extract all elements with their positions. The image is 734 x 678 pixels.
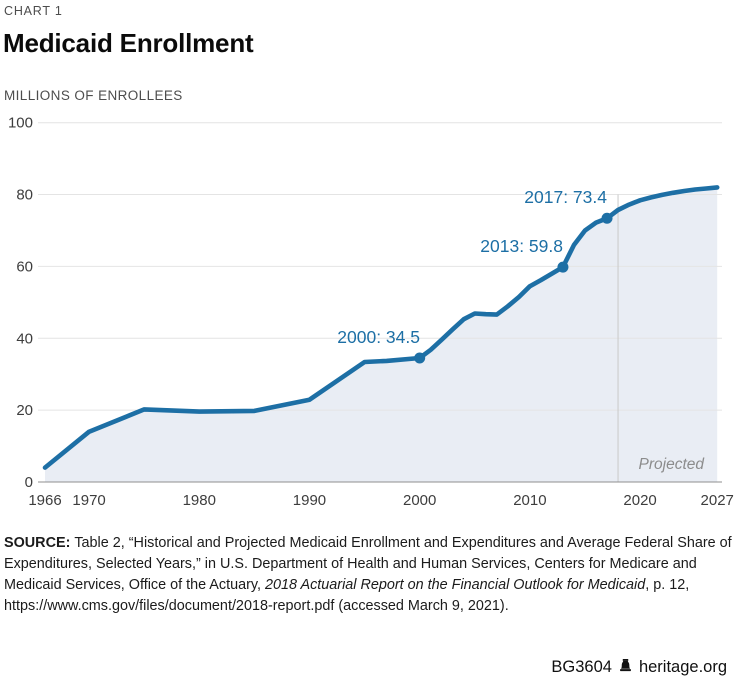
data-label-2017: 2017: 73.4 <box>524 187 607 207</box>
x-tick-1980: 1980 <box>183 492 216 509</box>
data-label-2013: 2013: 59.8 <box>480 236 563 256</box>
page-title: Medicaid Enrollment <box>3 28 254 58</box>
y-tick-20: 20 <box>16 402 33 419</box>
data-point-2017 <box>601 212 613 224</box>
source-line: https://www.cms.gov/files/document/2018-… <box>4 598 509 614</box>
source-note: SOURCE: Table 2, “Historical and Project… <box>4 533 732 617</box>
y-tick-0: 0 <box>25 474 33 491</box>
enrollment-line <box>42 185 720 470</box>
projected-label: Projected <box>638 456 704 473</box>
x-tick-1966: 1966 <box>28 492 61 509</box>
source-line: SOURCE: Table 2, “Historical and Project… <box>4 535 732 551</box>
y-tick-40: 40 <box>16 330 33 347</box>
data-label-2000: 2000: 34.5 <box>337 327 420 347</box>
area-chart-svg: 0 20 40 60 80 100 1966 1970 1980 1990 2000 2010 2020… <box>8 115 734 509</box>
chart-kicker: CHART 1 <box>4 4 63 18</box>
x-tick-2020: 2020 <box>623 492 656 509</box>
data-point-2000 <box>414 352 426 364</box>
x-tick-2000: 2000 <box>403 492 436 509</box>
liberty-bell-icon <box>618 658 633 678</box>
x-tick-2010: 2010 <box>513 492 546 509</box>
y-tick-60: 60 <box>16 258 33 275</box>
area-fill <box>45 187 718 482</box>
footer: BG3604 heritage.org <box>551 657 727 678</box>
x-tick-2027: 2027 <box>701 492 734 509</box>
y-tick-80: 80 <box>16 187 33 204</box>
y-tick-100: 100 <box>8 115 33 132</box>
y-axis-unit-label: MILLIONS OF ENROLLEES <box>4 88 183 103</box>
x-tick-1990: 1990 <box>293 492 326 509</box>
source-line: Expenditures, Selected Years,” in U.S. D… <box>4 556 697 572</box>
medicaid-enrollment-chart: 0 20 40 60 80 100 1966 1970 1980 1990 2000 2010 2020… <box>0 115 734 515</box>
source-line: Medicaid Services, Office of the Actuary… <box>4 577 690 593</box>
report-id: BG3604 <box>551 658 612 676</box>
data-point-2013 <box>557 261 569 273</box>
site-label: heritage.org <box>638 658 727 676</box>
x-tick-1970: 1970 <box>72 492 105 509</box>
